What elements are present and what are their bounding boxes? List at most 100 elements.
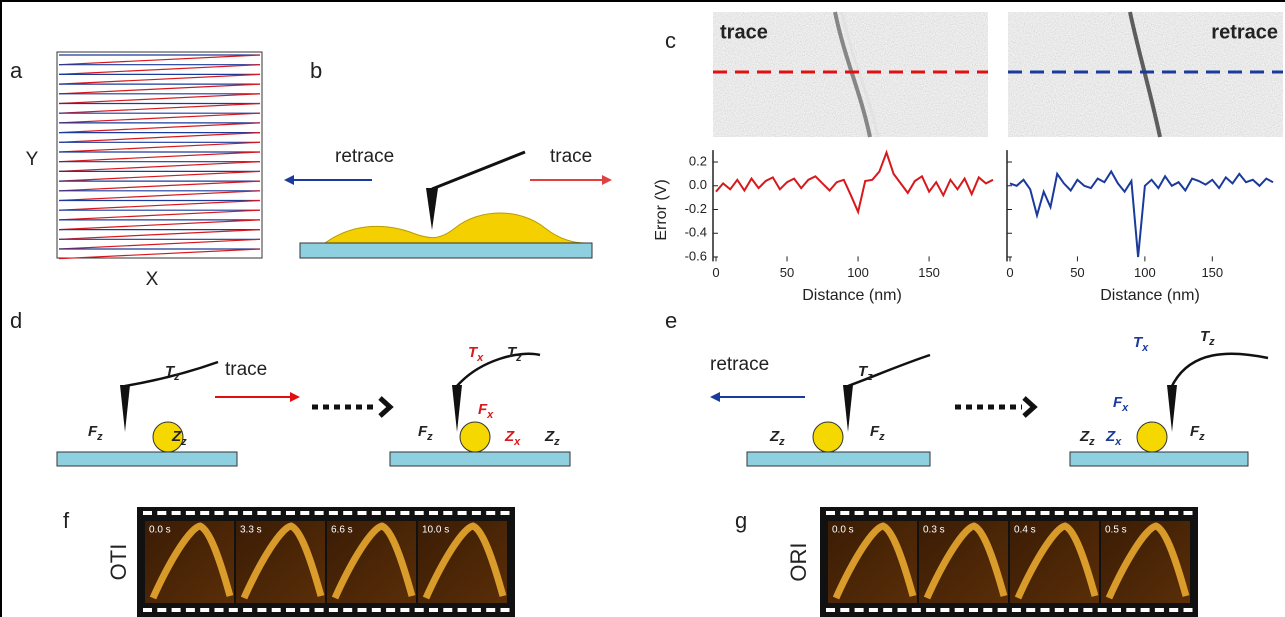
y-tick-label: -0.6: [685, 248, 707, 263]
perforation: [315, 511, 324, 515]
perforation: [1169, 511, 1178, 515]
scan-line: [59, 230, 260, 240]
force-label: Tz: [507, 344, 522, 364]
perforation: [826, 608, 835, 612]
scan-line: [59, 162, 260, 172]
x-tick-label: 100: [847, 265, 869, 280]
particle: [1137, 422, 1167, 452]
perforation: [998, 511, 1007, 515]
perforation: [243, 608, 252, 612]
error-line: [716, 153, 993, 212]
perforation: [1141, 608, 1150, 612]
force-label: Fz: [88, 423, 103, 443]
x-axis-label: X: [146, 269, 159, 290]
perforation: [200, 511, 209, 515]
perforation: [215, 511, 224, 515]
perforation: [143, 511, 152, 515]
y-tick-label: -0.4: [685, 225, 707, 240]
perforation: [926, 511, 935, 515]
force-label: Zz: [544, 428, 560, 448]
perforation: [998, 608, 1007, 612]
panel-label: a: [10, 58, 23, 83]
perforation: [840, 511, 849, 515]
perforation: [472, 608, 481, 612]
perforation: [443, 511, 452, 515]
perforation: [898, 511, 907, 515]
perforation: [983, 608, 992, 612]
force-subscript: z: [426, 431, 433, 443]
force-subscript: z: [96, 431, 103, 443]
perforation: [415, 511, 424, 515]
perforation: [1098, 511, 1107, 515]
retrace-label: retrace: [710, 354, 769, 375]
force-label: Fz: [1190, 423, 1205, 443]
mode-label: OTI: [106, 544, 131, 581]
perforation: [429, 511, 438, 515]
perforation: [912, 608, 921, 612]
perforation: [300, 608, 309, 612]
perforation: [229, 511, 238, 515]
trace-label: trace: [225, 359, 267, 380]
mode-label: ORI: [786, 542, 811, 581]
force-subscript: z: [173, 371, 180, 383]
perforation: [1155, 608, 1164, 612]
perforation: [1055, 608, 1064, 612]
perforation: [1083, 608, 1092, 612]
perforation: [486, 608, 495, 612]
time-label: 0.4 s: [1014, 525, 1036, 536]
perforation: [358, 511, 367, 515]
perforation: [969, 511, 978, 515]
force-label: Tx: [1133, 334, 1149, 354]
panel-label: d: [10, 308, 22, 333]
perforation: [286, 608, 295, 612]
panel-label: c: [665, 28, 676, 53]
perforation: [372, 511, 381, 515]
perforation: [343, 608, 352, 612]
panel-label: f: [63, 508, 70, 533]
perforation: [458, 608, 467, 612]
perforation: [955, 511, 964, 515]
scan-line: [59, 84, 260, 94]
force-subscript: x: [1141, 342, 1149, 354]
panel-label: g: [735, 508, 747, 533]
trace-label: trace: [550, 146, 592, 167]
y-tick-label: -0.2: [685, 201, 707, 216]
plot-x-label: Distance (nm): [1100, 287, 1200, 304]
perforation: [1012, 608, 1021, 612]
perforation: [415, 608, 424, 612]
x-tick-label: 150: [918, 265, 940, 280]
perforation: [157, 511, 166, 515]
tip: [426, 188, 438, 230]
tip: [1167, 385, 1177, 432]
sample: [325, 213, 585, 243]
scan-line: [59, 65, 260, 75]
perforation: [400, 511, 409, 515]
image-title: retrace: [1211, 21, 1278, 43]
perforation: [358, 608, 367, 612]
scan-line: [59, 152, 260, 162]
perforation: [343, 511, 352, 515]
x-tick-label: 100: [1134, 265, 1156, 280]
perforation: [1126, 608, 1135, 612]
x-tick-label: 50: [780, 265, 794, 280]
perforation: [386, 608, 395, 612]
panel-label: b: [310, 58, 322, 83]
force-subscript: z: [180, 436, 187, 448]
x-tick-label: 0: [1006, 265, 1013, 280]
force-label: Tz: [858, 363, 873, 383]
y-tick-label: 0.2: [689, 153, 707, 168]
scan-line: [59, 239, 260, 249]
scan-line: [59, 171, 260, 181]
y-axis-label: Y: [26, 149, 39, 170]
perforation: [1112, 511, 1121, 515]
scan-line: [59, 55, 260, 65]
scan-line: [59, 104, 260, 114]
perforation: [272, 608, 281, 612]
force-subscript: z: [778, 436, 785, 448]
scan-line: [59, 210, 260, 220]
force-label: Zz: [1079, 428, 1095, 448]
scan-line: [59, 133, 260, 143]
perforation: [372, 608, 381, 612]
perforation: [983, 511, 992, 515]
